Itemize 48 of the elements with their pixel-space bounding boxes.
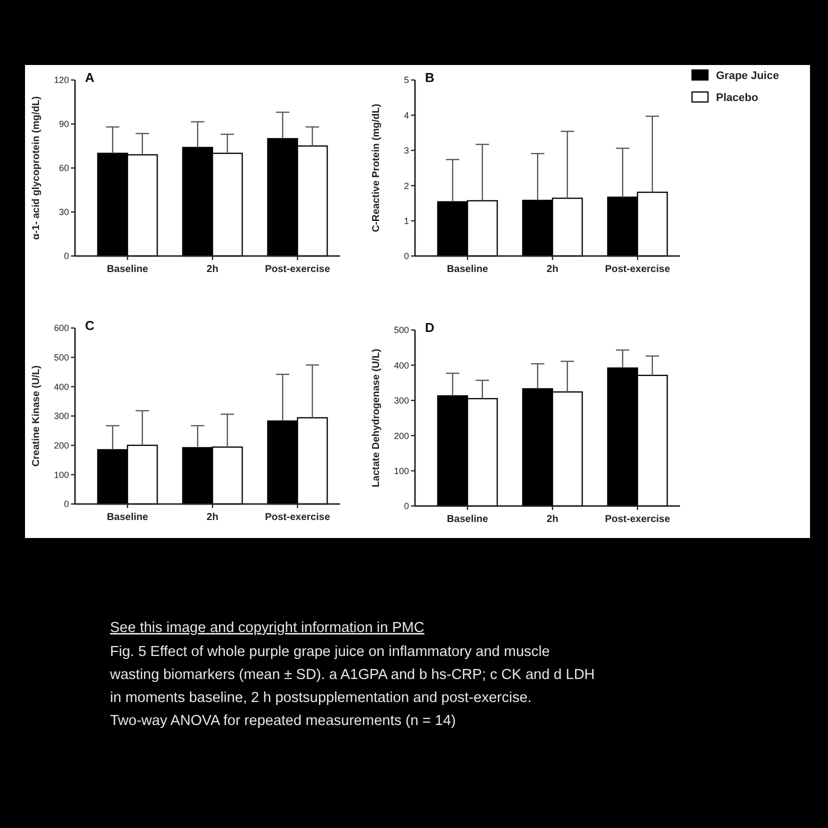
y-tick-label: 500 (394, 325, 409, 336)
y-tick-label: 0 (64, 251, 69, 262)
x-tick-label: Post-exercise (604, 264, 670, 275)
y-axis-title: Lactate Dehydrogenase (U/L) (371, 348, 382, 488)
y-tick-label: 3 (404, 146, 409, 156)
x-tick-label: Baseline (446, 264, 488, 275)
x-tick-label: 2h (206, 512, 218, 523)
caption: Fig. 5 Effect of whole purple grape juice on inflammatory and muscle wasting biomarkers (mean ± SD). a A1GPA and b hs-CRP; c CK and d LDH in moments baseline, 2 h postsupplementation and post-exercise. Two-way ANOVA for repeated measurements (n = 14) (109, 644, 595, 729)
y-axis-title: α-1- acid glycoprotein (mg/dL) (31, 96, 42, 240)
chart-title: D (425, 320, 434, 335)
y-tick-label: 500 (54, 352, 69, 362)
y-tick-label: 400 (54, 382, 69, 392)
y-tick-label: 200 (394, 430, 409, 441)
text: See this image and copyright information in PMC (110, 620, 424, 636)
y-tick-label: 600 (54, 323, 69, 334)
y-tick-label: 5 (404, 75, 409, 86)
y-tick-label: 100 (394, 466, 409, 476)
x-tick-label: Baseline (106, 264, 148, 275)
y-tick-label: 400 (394, 360, 409, 370)
x-tick-label: Post-exercise (264, 264, 330, 275)
y-tick-label: 90 (58, 119, 69, 130)
x-tick-label: Baseline (446, 514, 488, 525)
y-tick-label: 300 (394, 396, 409, 406)
y-tick-label: 60 (58, 163, 69, 174)
y-tick-label: 100 (54, 470, 69, 480)
x-tick-label: Post-exercise (604, 514, 670, 525)
legend-label: Grape Juice (716, 70, 779, 82)
y-tick-label: 2 (404, 180, 409, 191)
y-axis-title: Creatine Kinase (U/L) (31, 365, 42, 467)
y-tick-label: 200 (54, 440, 69, 450)
x-tick-label: 2h (546, 514, 558, 525)
chart-title: C (85, 318, 95, 333)
y-tick-label: 4 (404, 110, 409, 120)
legend-label: Placebo (716, 92, 758, 104)
y-tick-label: 0 (404, 251, 409, 262)
x-tick-label: Baseline (106, 512, 148, 523)
y-axis-title: C-Reactive Protein (mg/dL) (371, 104, 382, 232)
x-tick-label: Post-exercise (264, 512, 330, 523)
y-tick-label: 1 (404, 216, 409, 226)
chart-title: B (425, 70, 434, 85)
y-tick-label: 30 (58, 207, 69, 218)
y-tick-label: 0 (404, 501, 409, 512)
chart-title: A (85, 70, 95, 85)
x-tick-label: 2h (546, 264, 558, 275)
y-tick-label: 120 (54, 75, 69, 86)
y-tick-label: 0 (64, 499, 69, 510)
y-tick-label: 300 (54, 411, 69, 422)
x-tick-label: 2h (206, 264, 218, 275)
